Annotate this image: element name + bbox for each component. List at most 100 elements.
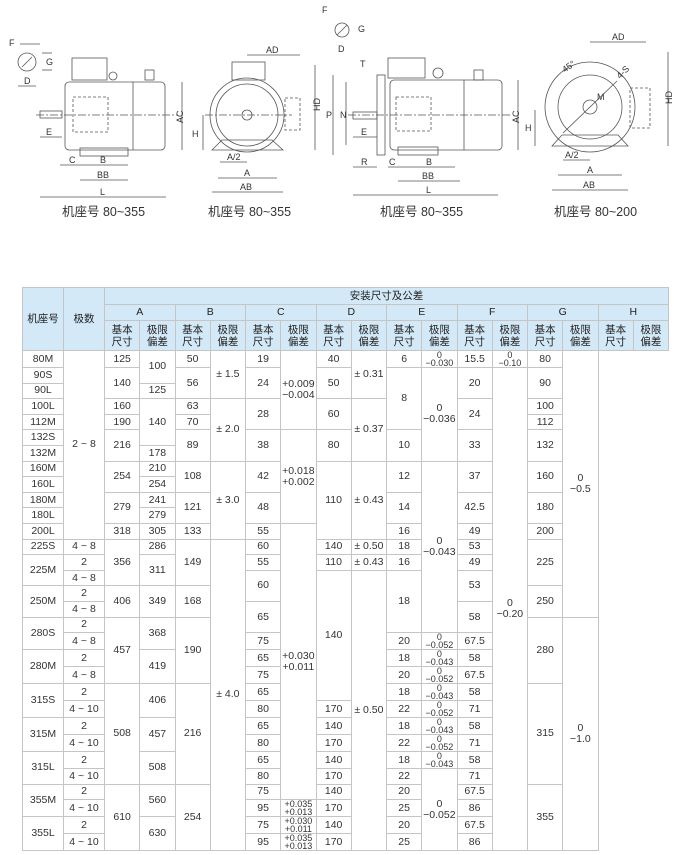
- F-basic-cell: 18: [385, 569, 423, 634]
- F-tol-cell: 0 −0.052: [421, 768, 458, 852]
- poles-cell: 4 ~ 10: [63, 700, 105, 719]
- D-tol-cell: +0.018 +0.002: [280, 429, 317, 524]
- F-basic-cell: 25: [385, 799, 423, 818]
- caption-view-4: 机座号 80~200: [554, 204, 637, 219]
- label-R: R: [361, 157, 368, 167]
- label-C: C: [69, 155, 76, 165]
- G-basic-cell: 58: [456, 600, 493, 634]
- shaft: [39, 110, 63, 119]
- A-basic-cell: 406: [103, 585, 141, 618]
- D-basic-cell: 60: [244, 569, 282, 602]
- C-tol-cell: ± 1.5: [209, 349, 247, 400]
- E-basic-cell: 140: [315, 569, 352, 702]
- F-basic-cell: 16: [385, 554, 423, 571]
- F-basic-cell: 22: [385, 700, 423, 719]
- E-basic-cell: 40: [315, 350, 352, 368]
- tolerance-header: 极限 偏差: [491, 320, 529, 351]
- table-row: 180M 279 241 121 48 14 42.5 180: [22, 491, 669, 524]
- A-basic-cell: 216: [103, 429, 141, 462]
- frame-cell: 315M: [22, 717, 64, 753]
- frame-cell: 100L: [22, 398, 64, 415]
- table-row: 4 ~ 10 95 +0.035 +0.013 170 25 86: [23, 799, 669, 818]
- F-tol-cell: 0 −0.043: [421, 683, 458, 702]
- A-basic-cell: 356: [103, 538, 141, 587]
- basic-size-header: 基本 尺寸: [174, 320, 211, 351]
- poles-cell: 4 ~ 8: [63, 632, 105, 651]
- A-basic-cell: 190: [103, 413, 141, 431]
- D-basic-cell: 80: [244, 734, 282, 753]
- E-basic-cell: 170: [315, 700, 352, 719]
- D-basic-cell: 28: [244, 398, 282, 431]
- B-basic-cell: 254: [139, 476, 176, 493]
- caption-view-1: 机座号 80~355: [62, 204, 145, 219]
- C-basic-cell: 254: [174, 783, 211, 852]
- B-basic-cell: 100: [139, 350, 176, 384]
- B-basic-cell: 279: [139, 507, 176, 524]
- C-basic-cell: 190: [174, 616, 211, 685]
- poles-cell: 2: [63, 585, 105, 602]
- table-row: 315L 2 508 65 140 18 0 −0.043 58: [22, 751, 669, 785]
- G-basic-cell: 53: [456, 538, 493, 556]
- group-header-E: E: [386, 304, 458, 321]
- H-basic-cell: 100: [526, 398, 564, 415]
- group-header-F: F: [456, 304, 528, 321]
- A-basic-cell: 254: [103, 460, 141, 493]
- label-HD: HD: [312, 98, 322, 111]
- motor-body: [64, 81, 166, 151]
- frame-cell: 355M: [22, 783, 64, 818]
- C-basic-cell: 56: [174, 366, 211, 400]
- table-row: 280S 2 457 368 190 280 0 −1.0: [22, 616, 669, 852]
- D-basic-cell: 65: [244, 649, 282, 668]
- label-C: C: [389, 157, 396, 167]
- frame-cell: 160L: [22, 476, 64, 493]
- frame-cell: 180L: [22, 507, 64, 524]
- B-basic-cell: 508: [139, 751, 176, 785]
- label-D: D: [24, 76, 31, 86]
- terminal-box: [71, 57, 108, 81]
- E-basic-cell: 50: [315, 366, 352, 400]
- G-basic-cell: 67.5: [456, 816, 493, 835]
- poles-cell: 4 ~ 10: [63, 768, 105, 785]
- C-basic-cell: 149: [174, 538, 211, 587]
- poles-cell: 2: [63, 751, 105, 770]
- A-basic-cell: 610: [103, 783, 141, 852]
- B-basic-cell: 419: [139, 649, 176, 685]
- view-3-labels: F G D T P N E R C B BB L AC 机座号 80~355: [322, 5, 521, 219]
- D-tol-cell: +0.030 +0.011: [280, 816, 317, 835]
- F-tol-cell: 0 −0.052: [421, 734, 458, 753]
- G-basic-cell: 67.5: [456, 666, 493, 685]
- label-AD: AD: [612, 32, 625, 42]
- table-row: 80M 2 ~ 8 125 100 50 ± 1.5 19 +0.009 −0.004 40 ± …: [22, 349, 669, 618]
- view-4-labels: AD 45° 4-S M HD H A/2 A AB 机座号 80~200: [525, 32, 674, 219]
- view-2-labels: AD HD H A/2 A AB 机座号 80~355: [192, 45, 322, 219]
- group-header-D: D: [315, 304, 387, 321]
- label-E: E: [46, 127, 52, 137]
- F-basic-cell: 20: [385, 632, 423, 651]
- label-L: L: [100, 187, 105, 197]
- H-tol-cell: 0 −0.5: [562, 350, 599, 618]
- E-basic-cell: 140: [315, 816, 352, 835]
- poles-cell: 2: [63, 816, 105, 835]
- label-D: D: [338, 44, 345, 54]
- E-tol-cell: ± 0.37: [350, 398, 388, 462]
- A-basic-cell: 279: [103, 491, 141, 524]
- table-title: 安装尺寸及公差: [104, 287, 669, 305]
- F-tol-cell: 0 −0.043: [421, 717, 458, 736]
- D-basic-cell: 95: [244, 799, 282, 818]
- D-basic-cell: 65: [244, 683, 282, 702]
- G-basic-cell: 67.5: [456, 632, 493, 651]
- E-basic-cell: 60: [315, 398, 352, 431]
- G-basic-cell: 33: [456, 429, 493, 462]
- F-basic-cell: 10: [385, 429, 423, 462]
- F-tol-cell: 0 −0.036: [421, 367, 458, 462]
- F-tol-cell: 0 −0.043: [421, 460, 458, 634]
- H-basic-cell: 80: [526, 350, 564, 368]
- H-basic-cell: 90: [526, 366, 564, 400]
- poles-cell: 2: [63, 717, 105, 736]
- E-basic-cell: 110: [315, 554, 352, 571]
- H-basic-cell: 355: [526, 783, 564, 852]
- F-tol-cell: 0 −0.052: [421, 632, 458, 651]
- label-H: H: [525, 123, 532, 133]
- poles-cell: 4 ~ 8: [63, 600, 105, 618]
- poles-cell: 4 ~ 10: [63, 833, 105, 852]
